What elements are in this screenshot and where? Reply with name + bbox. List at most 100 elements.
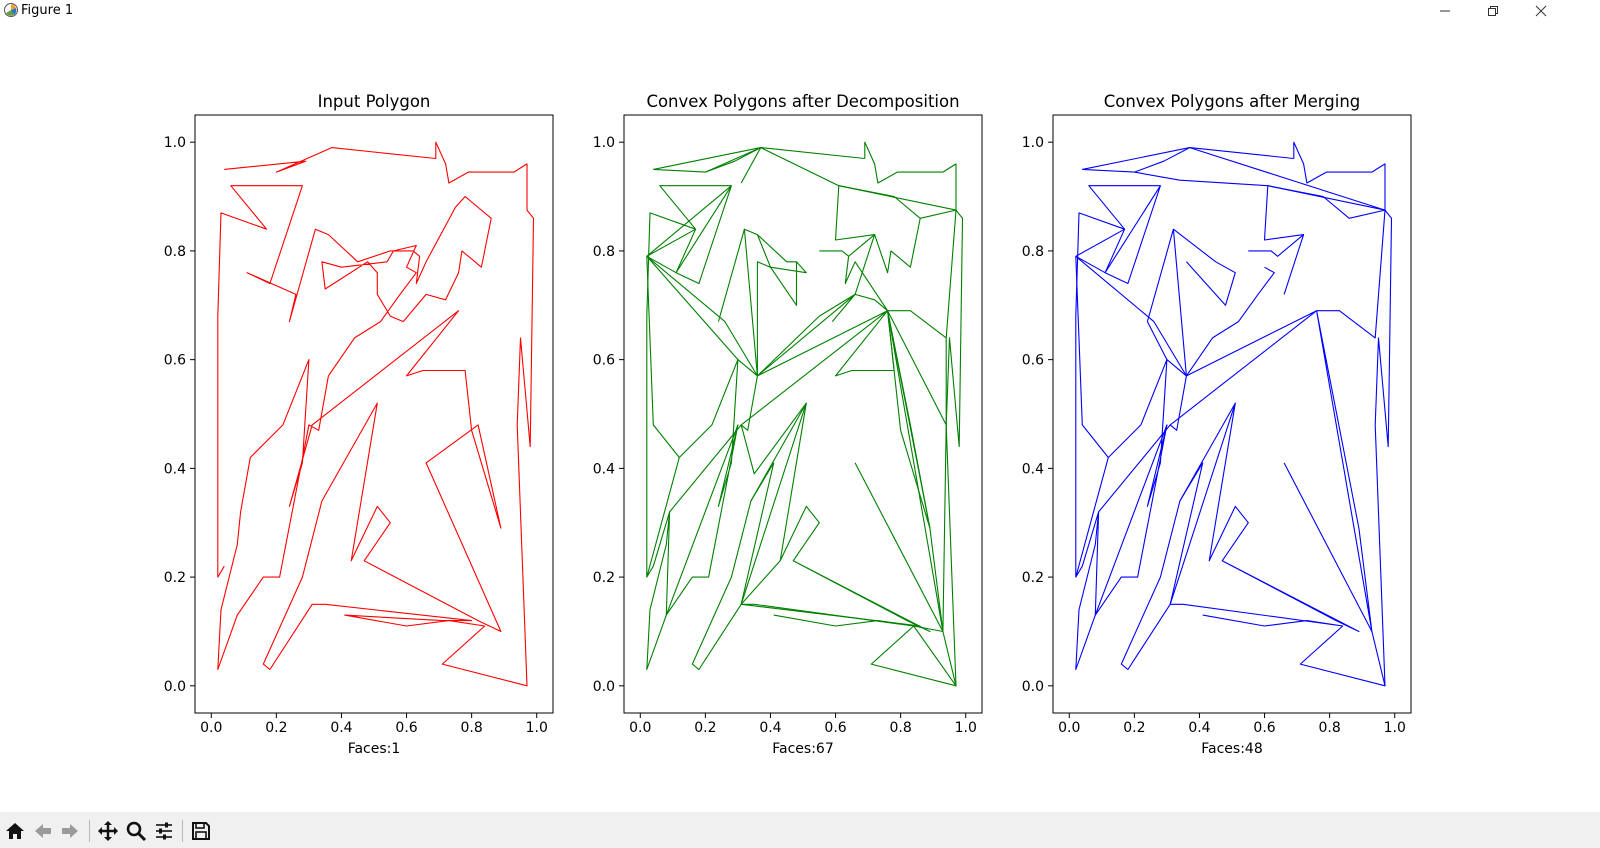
subplot-title: Input Polygon xyxy=(318,92,431,111)
x-tick-label: 0.6 xyxy=(1253,720,1275,736)
polygon-edge-line xyxy=(1283,462,1386,686)
polygon-edge-line xyxy=(1075,185,1168,671)
subplot-xlabel: Faces:48 xyxy=(1201,741,1262,757)
minimize-button[interactable] xyxy=(1422,0,1468,22)
subplot-3: 0.0 0.0 0.2 0.2 0.4 0.4 0.6 0.6 0.8 0.8 1.0 1.0 Conv… xyxy=(1022,92,1412,757)
x-tick-label: 0.8 xyxy=(890,720,912,736)
polygon-edge-line xyxy=(1075,185,1161,458)
axes-frame xyxy=(1052,114,1412,714)
polygon-edge-line xyxy=(1185,266,1275,377)
subplot-xlabel: Faces:67 xyxy=(772,741,833,757)
x-tick-label: 0.6 xyxy=(824,720,846,736)
restore-icon xyxy=(1488,6,1498,16)
pan-button[interactable] xyxy=(95,818,121,844)
polygon-edge-line xyxy=(1082,147,1294,170)
polygon-edge-line xyxy=(653,147,957,211)
x-tick-label: 0.0 xyxy=(200,720,222,736)
x-tick-label: 0.8 xyxy=(1319,720,1341,736)
configure-subplots-icon xyxy=(156,822,172,840)
polygon-edge-line xyxy=(1134,171,1386,211)
minimize-icon xyxy=(1440,10,1450,12)
close-button[interactable] xyxy=(1518,0,1564,22)
x-tick-label: 1.0 xyxy=(526,720,548,736)
subplot-2: 0.0 0.0 0.2 0.2 0.4 0.4 0.6 0.6 0.8 0.8 1.0 1.0 Conv… xyxy=(593,92,983,757)
polygon-edge-line xyxy=(1173,228,1236,306)
forward-button[interactable] xyxy=(57,818,83,844)
x-tick-label: 1.0 xyxy=(1384,720,1406,736)
axes-frame xyxy=(194,114,554,714)
x-tick-label: 0.4 xyxy=(330,720,352,736)
save-disk-icon xyxy=(192,822,210,840)
y-tick-label: 0.8 xyxy=(593,244,615,260)
save-button[interactable] xyxy=(188,818,214,844)
y-tick-label: 0.8 xyxy=(1022,244,1044,260)
x-tick-label: 0.0 xyxy=(629,720,651,736)
y-tick-label: 0.6 xyxy=(1022,353,1044,369)
polygon-edge-line xyxy=(1208,403,1360,633)
polygon-edge-line xyxy=(1248,234,1305,295)
restore-button[interactable] xyxy=(1470,0,1516,22)
polygon-edge-line xyxy=(864,141,964,687)
polygon-edge-line xyxy=(646,185,732,285)
polygon-edge-line xyxy=(887,310,947,529)
polygon-edge-line xyxy=(1082,147,1386,211)
subplot-title: Convex Polygons after Decomposition xyxy=(646,92,959,111)
polygon-edge-line xyxy=(646,185,739,671)
window-title: Figure 1 xyxy=(21,3,74,18)
polygon-edge-line xyxy=(854,424,957,687)
polygon-edge-line xyxy=(646,255,889,431)
polygon-edge-line xyxy=(757,250,895,377)
y-tick-label: 0.6 xyxy=(164,353,186,369)
x-tick-label: 0.6 xyxy=(395,720,417,736)
x-tick-label: 0.8 xyxy=(461,720,483,736)
polygon-edge-line xyxy=(740,560,921,627)
subplot-xlabel: Faces:1 xyxy=(348,741,401,757)
polygon-edge-line xyxy=(665,424,742,616)
polygon-edge-line xyxy=(1094,424,1171,616)
back-button[interactable] xyxy=(30,818,56,844)
polygon-edge-line xyxy=(756,261,798,376)
configure-subplots-button[interactable] xyxy=(151,818,177,844)
close-icon xyxy=(1535,5,1547,17)
y-tick-label: 0.0 xyxy=(1022,679,1044,695)
matplotlib-app-icon xyxy=(4,3,18,17)
polygon-edge-line xyxy=(757,293,856,377)
polygon-edge-line xyxy=(740,462,775,605)
back-arrow-icon xyxy=(35,824,51,838)
polygon-edge-line xyxy=(705,147,762,184)
toolbar-separator xyxy=(182,820,183,842)
polygon-edge-line xyxy=(1120,402,1344,671)
x-tick-label: 0.4 xyxy=(759,720,781,736)
y-tick-label: 0.4 xyxy=(593,461,615,477)
polygon-edge-line xyxy=(887,310,944,633)
figure-canvas[interactable]: 0.0 0.0 0.2 0.2 0.4 0.4 0.6 0.6 0.8 0.8 1.0 1.0 Inpu… xyxy=(0,22,1600,812)
y-tick-label: 0.4 xyxy=(164,461,186,477)
y-tick-label: 0.2 xyxy=(1022,570,1044,586)
home-button[interactable] xyxy=(2,818,28,844)
toolbar-separator xyxy=(89,820,90,842)
y-tick-label: 0.0 xyxy=(164,679,186,695)
polygon-edge-line xyxy=(691,402,915,671)
zoom-button[interactable] xyxy=(123,818,149,844)
y-tick-label: 1.0 xyxy=(593,135,615,151)
y-tick-label: 0.4 xyxy=(1022,461,1044,477)
polygon-edge-line xyxy=(1169,462,1204,605)
polygon-edge-line xyxy=(1316,310,1373,633)
y-tick-label: 0.0 xyxy=(593,679,615,695)
navigation-toolbar xyxy=(0,812,1600,848)
y-tick-label: 0.2 xyxy=(593,570,615,586)
y-tick-label: 0.2 xyxy=(164,570,186,586)
x-tick-label: 1.0 xyxy=(955,720,977,736)
x-tick-label: 0.2 xyxy=(694,720,716,736)
zoom-magnifier-icon xyxy=(126,821,147,842)
forward-arrow-icon xyxy=(62,824,78,838)
subplot-title: Convex Polygons after Merging xyxy=(1104,92,1361,111)
polygon-edge-line xyxy=(779,403,931,633)
y-tick-label: 0.6 xyxy=(593,353,615,369)
polygon-edge-line xyxy=(834,185,957,339)
polygon-edge-line xyxy=(217,141,535,687)
axes-frame xyxy=(623,114,983,714)
polygon-edge-line xyxy=(1075,255,1318,431)
home-icon xyxy=(6,823,24,839)
pan-move-icon xyxy=(98,821,118,841)
